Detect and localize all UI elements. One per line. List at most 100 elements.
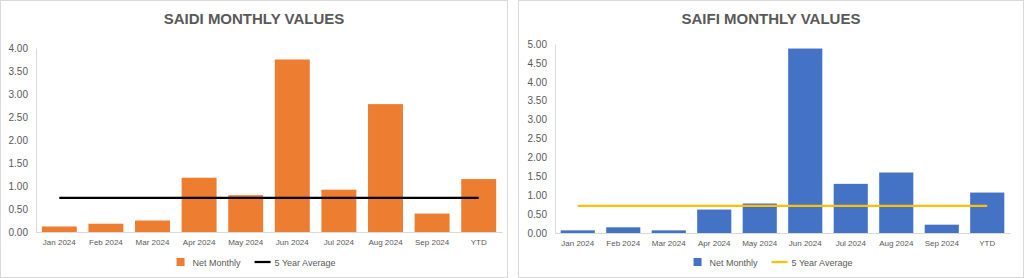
x-tick: Jul 2024 bbox=[836, 233, 867, 248]
x-tick-label: May 2024 bbox=[228, 238, 264, 247]
y-tick-label: 4.00 bbox=[9, 43, 29, 54]
bar bbox=[834, 184, 868, 233]
y-axis: 0.000.501.001.502.002.503.003.504.004.50… bbox=[528, 39, 556, 239]
x-tick-label: Sep 2024 bbox=[925, 239, 960, 248]
bar bbox=[415, 214, 450, 232]
x-tick: May 2024 bbox=[742, 233, 778, 248]
line bbox=[578, 205, 988, 207]
legend: Net Monthly 5 Year Average bbox=[694, 258, 853, 268]
y-axis-line bbox=[555, 45, 556, 234]
x-axis-line bbox=[556, 233, 1011, 234]
legend-swatch bbox=[255, 261, 271, 263]
x-tick: Sep 2024 bbox=[925, 233, 960, 248]
legend-item: Net Monthly bbox=[177, 258, 242, 268]
y-tick: 2.50 bbox=[9, 112, 36, 123]
y-tick-label: 3.50 bbox=[528, 95, 548, 106]
bar bbox=[368, 104, 403, 232]
y-tick: 4.00 bbox=[528, 77, 555, 88]
bar bbox=[135, 221, 170, 233]
x-tick-label: Apr 2024 bbox=[183, 238, 216, 247]
bar bbox=[321, 190, 356, 232]
x-tick: Jan 2024 bbox=[561, 233, 594, 248]
y-tick-label: 3.00 bbox=[528, 114, 548, 125]
x-tick-label: YTD bbox=[471, 238, 487, 247]
x-tick-label: Jul 2024 bbox=[836, 239, 867, 248]
x-tick: Sep 2024 bbox=[415, 232, 450, 247]
x-tick-label: Aug 2024 bbox=[368, 238, 403, 247]
legend-swatch bbox=[694, 258, 702, 266]
chart-canvas: SAIDI MONTHLY VALUES0.000.501.001.502.00… bbox=[0, 0, 1024, 278]
x-tick-label: Jan 2024 bbox=[43, 238, 76, 247]
x-tick: Jun 2024 bbox=[276, 232, 309, 247]
y-tick: 5.00 bbox=[528, 39, 555, 50]
y-tick: 1.50 bbox=[9, 158, 36, 169]
x-tick-label: Feb 2024 bbox=[89, 238, 123, 247]
x-tick-label: Jan 2024 bbox=[561, 239, 594, 248]
y-tick-label: 2.50 bbox=[9, 112, 29, 123]
x-tick: Jun 2024 bbox=[789, 233, 822, 248]
y-tick: 3.00 bbox=[528, 114, 555, 125]
y-tick-label: 1.00 bbox=[528, 190, 548, 201]
x-tick-label: Jun 2024 bbox=[276, 238, 309, 247]
bar bbox=[606, 227, 640, 233]
y-tick-label: 0.00 bbox=[9, 227, 29, 238]
y-axis-line bbox=[36, 49, 37, 233]
bar bbox=[879, 173, 913, 233]
x-tick: Feb 2024 bbox=[89, 232, 123, 247]
bar bbox=[42, 226, 77, 232]
bar bbox=[970, 193, 1004, 233]
x-tick-label: Sep 2024 bbox=[415, 238, 450, 247]
bar bbox=[182, 178, 217, 232]
y-axis: 0.00 0.50 1.00 1.50 2.00 2.50 3.00 3.50 4.00 bbox=[9, 43, 37, 238]
x-tick-label: May 2024 bbox=[742, 239, 778, 248]
y-tick-label: 4.00 bbox=[528, 77, 548, 88]
x-tick: Jan 2024 bbox=[43, 232, 76, 247]
y-tick-label: 1.00 bbox=[9, 181, 29, 192]
x-tick-label: Jul 2024 bbox=[324, 238, 355, 247]
y-tick-label: 0.00 bbox=[528, 228, 548, 239]
bar bbox=[275, 60, 310, 233]
y-tick: 0.50 bbox=[528, 209, 555, 220]
legend-label: 5 Year Average bbox=[792, 258, 853, 268]
legend-label: Net Monthly bbox=[193, 258, 242, 268]
x-axis: Jan 2024Feb 2024Mar 2024Apr 2024May 2024… bbox=[556, 233, 1011, 248]
bar bbox=[652, 230, 686, 233]
line bbox=[59, 197, 478, 199]
y-tick-label: 2.00 bbox=[9, 135, 29, 146]
y-tick: 0.50 bbox=[9, 204, 36, 215]
x-tick-label: Jun 2024 bbox=[789, 239, 822, 248]
bar bbox=[743, 204, 777, 233]
y-tick-label: 5.00 bbox=[528, 39, 548, 50]
x-tick-label: YTD bbox=[979, 239, 995, 248]
x-tick: Mar 2024 bbox=[652, 233, 686, 248]
y-tick: 3.50 bbox=[9, 66, 36, 77]
y-tick-label: 3.50 bbox=[9, 66, 29, 77]
y-tick: 2.50 bbox=[528, 133, 555, 144]
chart-frame bbox=[1, 1, 508, 278]
y-tick: 2.00 bbox=[9, 135, 36, 146]
y-tick: 3.00 bbox=[9, 89, 36, 100]
x-tick: Aug 2024 bbox=[879, 233, 914, 248]
x-tick: YTD bbox=[979, 233, 995, 248]
y-tick: 4.00 bbox=[9, 43, 36, 54]
y-tick: 0.00 bbox=[9, 227, 36, 238]
x-tick-label: Aug 2024 bbox=[879, 239, 914, 248]
legend: Net Monthly 5 Year Average bbox=[177, 258, 336, 268]
bar bbox=[461, 179, 496, 232]
y-tick-label: 1.50 bbox=[528, 171, 548, 182]
y-tick-label: 2.50 bbox=[528, 133, 548, 144]
chart-panel: SAIFI MONTHLY VALUES0.000.501.001.502.00… bbox=[519, 1, 1024, 278]
x-tick-label: Apr 2024 bbox=[698, 239, 731, 248]
legend-item: 5 Year Average bbox=[772, 258, 853, 268]
x-tick: Jul 2024 bbox=[324, 232, 355, 247]
bar bbox=[88, 224, 123, 232]
x-tick: Aug 2024 bbox=[368, 232, 403, 247]
legend-item: 5 Year Average bbox=[255, 258, 336, 268]
legend-item: Net Monthly bbox=[694, 258, 759, 268]
y-tick: 0.00 bbox=[528, 228, 555, 239]
legend-label: Net Monthly bbox=[710, 258, 759, 268]
bar bbox=[228, 195, 263, 232]
y-tick-label: 4.50 bbox=[528, 58, 548, 69]
y-tick: 3.50 bbox=[528, 95, 555, 106]
plot-marks bbox=[561, 49, 1005, 233]
